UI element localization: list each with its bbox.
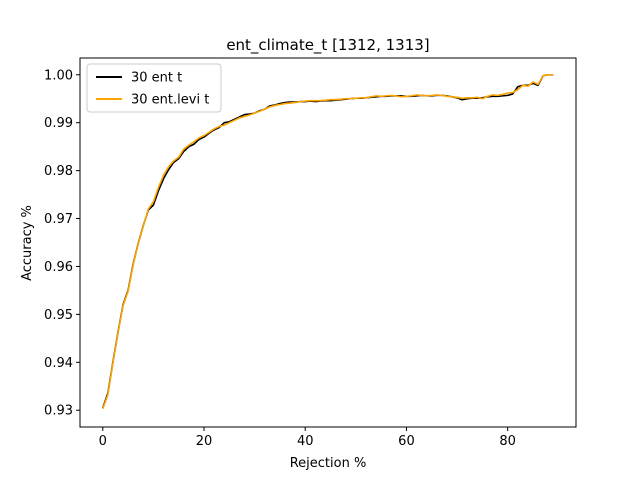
axes: 0 20 40 60 80 0.93 0.94 0.95 0.96 0.97 0.98 0.99 1.0… (44, 57, 577, 449)
x-tick-label: 0 (99, 434, 107, 449)
x-tick-label: 60 (398, 434, 415, 449)
y-tick-label: 0.93 (44, 404, 73, 419)
series-line-2 (102, 73, 554, 410)
x-tick-label: 80 (499, 434, 516, 449)
y-tick-label: 0.99 (44, 116, 73, 131)
y-tick-label: 1.00 (44, 68, 73, 83)
x-axis-label: Rejection % (290, 456, 367, 471)
chart-title: ent_climate_t [1312, 1313] (226, 36, 429, 55)
x-tick-label: 20 (196, 434, 213, 449)
y-tick-label: 0.98 (44, 164, 73, 179)
axes-frame (79, 57, 577, 428)
y-tick-label: 0.97 (44, 212, 73, 227)
y-tick-label: 0.94 (44, 356, 73, 371)
y-axis-label: Accuracy % (20, 205, 35, 281)
plot-area (102, 73, 554, 410)
legend-label-1: 30 ent t (131, 71, 182, 86)
legend: 30 ent t 30 ent.levi t (86, 63, 222, 113)
y-tick-label: 0.95 (44, 308, 73, 323)
x-tick-label: 40 (297, 434, 314, 449)
y-tick-label: 0.96 (44, 260, 73, 275)
legend-label-2: 30 ent.levi t (131, 93, 209, 108)
